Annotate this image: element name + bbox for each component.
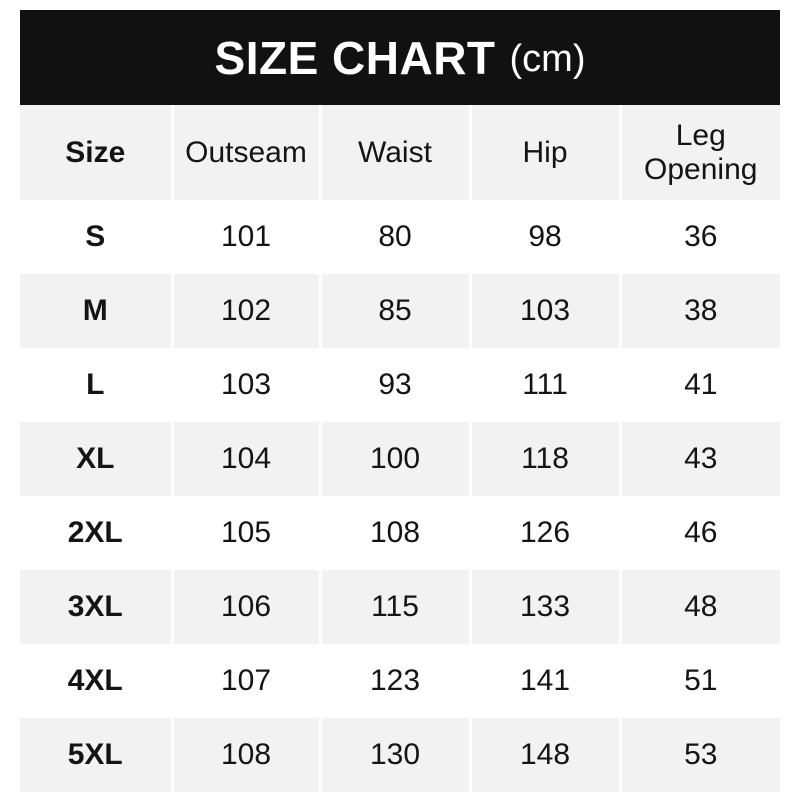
cell-waist: 123 xyxy=(318,644,470,718)
column-header-waist: Waist xyxy=(318,105,470,200)
cell-hip: 148 xyxy=(468,718,620,792)
cell-size: 4XL xyxy=(67,664,123,697)
cell-outseam: 102 xyxy=(170,274,320,348)
cell-waist: 80 xyxy=(318,200,470,274)
column-header-leg-opening: Leg Opening xyxy=(618,105,780,200)
cell-leg-opening: 53 xyxy=(618,718,780,792)
column-header-outseam: Outseam xyxy=(170,105,320,200)
cell-waist: 93 xyxy=(318,348,470,422)
table-row: 4XL 107 123 141 51 xyxy=(20,644,780,718)
cell-hip: 118 xyxy=(468,422,620,496)
cell-outseam: 105 xyxy=(170,496,320,570)
cell-hip: 126 xyxy=(468,496,620,570)
table-row: 3XL 106 115 133 48 xyxy=(20,570,780,644)
cell-size: L xyxy=(86,368,105,401)
cell-waist: 100 xyxy=(318,422,470,496)
cell-waist: 85 xyxy=(318,274,470,348)
table-row: S 101 80 98 36 xyxy=(20,200,780,274)
table-row: 5XL 108 130 148 53 xyxy=(20,718,780,792)
cell-leg-opening: 48 xyxy=(618,570,780,644)
cell-waist: 115 xyxy=(318,570,470,644)
cell-leg-opening: 36 xyxy=(618,200,780,274)
cell-outseam: 101 xyxy=(170,200,320,274)
cell-hip: 98 xyxy=(468,200,620,274)
cell-size: M xyxy=(20,274,172,348)
size-chart: SIZE CHART (cm) Size Outseam Waist Hip L… xyxy=(20,10,780,792)
column-header-leg-opening-line1: Leg xyxy=(675,118,726,152)
measurements-table: Size Outseam Waist Hip Leg Opening S 101 8… xyxy=(20,105,780,792)
cell-leg-opening: 46 xyxy=(618,496,780,570)
cell-leg-opening: 41 xyxy=(618,348,780,422)
cell-outseam: 107 xyxy=(170,644,320,718)
cell-leg-opening: 38 xyxy=(618,274,780,348)
cell-size: 5XL xyxy=(20,718,172,792)
cell-leg-opening: 51 xyxy=(618,644,780,718)
column-header-leg-opening-line2: Opening xyxy=(644,152,758,186)
cell-size: XL xyxy=(20,422,172,496)
table-row: M 102 85 103 38 xyxy=(20,274,780,348)
table-row: XL 104 100 118 43 xyxy=(20,422,780,496)
cell-waist: 108 xyxy=(318,496,470,570)
page-title: SIZE CHART xyxy=(214,31,496,84)
cell-leg-opening: 43 xyxy=(618,422,780,496)
table-row: 2XL 105 108 126 46 xyxy=(20,496,780,570)
cell-outseam: 108 xyxy=(170,718,320,792)
cell-hip: 141 xyxy=(468,644,620,718)
cell-size: 3XL xyxy=(20,570,172,644)
cell-hip: 133 xyxy=(468,570,620,644)
cell-outseam: 106 xyxy=(170,570,320,644)
unit-label: (cm) xyxy=(509,37,586,80)
column-header-hip: Hip xyxy=(468,105,620,200)
cell-outseam: 103 xyxy=(170,348,320,422)
table-row: L 103 93 111 41 xyxy=(20,348,780,422)
table-header-row: Size Outseam Waist Hip Leg Opening xyxy=(20,105,780,200)
cell-outseam: 104 xyxy=(170,422,320,496)
cell-waist: 130 xyxy=(318,718,470,792)
size-chart-banner: SIZE CHART (cm) xyxy=(20,10,780,105)
cell-hip: 103 xyxy=(468,274,620,348)
cell-size: 2XL xyxy=(67,516,123,549)
column-header-size: Size xyxy=(20,105,172,200)
cell-hip: 111 xyxy=(468,348,620,422)
cell-size: S xyxy=(85,220,106,253)
table-body: S 101 80 98 36 M 102 85 103 38 L 103 93 111 41 XL 104 100… xyxy=(20,200,780,792)
